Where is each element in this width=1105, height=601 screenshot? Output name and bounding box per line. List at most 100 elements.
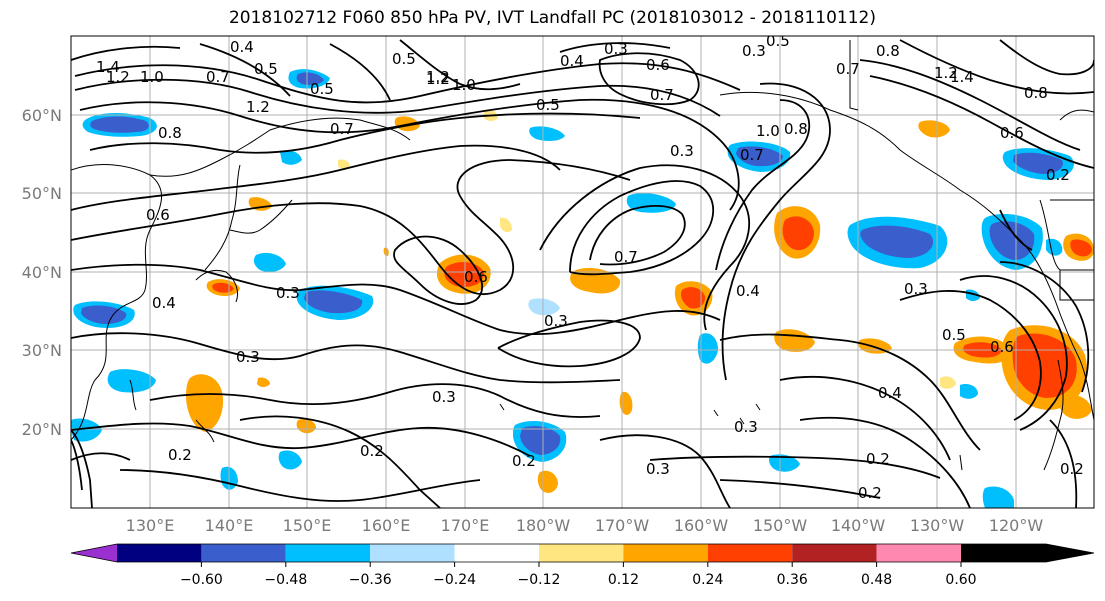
figure-title: 2018102712 F060 850 hPa PV, IVT Landfall… xyxy=(228,8,876,28)
contour-label: 0.8 xyxy=(784,120,808,138)
contour-label: 0.7 xyxy=(740,146,764,164)
lat-label: 40°N xyxy=(22,263,62,282)
lon-label: 160°E xyxy=(362,516,411,535)
contour-label: 0.3 xyxy=(670,142,694,160)
contour-label: 0.5 xyxy=(766,32,790,50)
contour-label: 0.5 xyxy=(536,96,560,114)
contour-label: 1.2 xyxy=(934,64,958,82)
lon-label: 160°W xyxy=(674,516,729,535)
lon-label: 150°W xyxy=(753,516,808,535)
colorbar: −0.60 −0.48 −0.36 −0.24 −0.12 0.12 0.24 … xyxy=(70,543,1095,588)
lat-label: 50°N xyxy=(22,184,62,203)
colorbar-segment xyxy=(876,544,961,562)
contour-label: 0.4 xyxy=(230,38,254,56)
colorbar-tick-label: −0.24 xyxy=(433,572,476,588)
lon-label: 180°W xyxy=(516,516,571,535)
colorbar-outline xyxy=(70,543,1095,563)
lat-label: 20°N xyxy=(22,420,62,439)
contour-label: 0.8 xyxy=(1024,84,1048,102)
contour-label: 0.7 xyxy=(206,68,230,86)
colorbar-tick-label: −0.48 xyxy=(264,572,307,588)
contour-label: 0.4 xyxy=(878,384,902,402)
contour-label: 0.6 xyxy=(990,338,1014,356)
colorbar-tick-label: 0.24 xyxy=(692,572,723,588)
colorbar-segment xyxy=(71,544,117,562)
pv-shading xyxy=(71,69,1094,508)
lat-label: 60°N xyxy=(22,106,62,125)
colorbar-segment xyxy=(201,544,286,562)
contour-label: 0.7 xyxy=(650,86,674,104)
colorbar-segment xyxy=(961,544,1094,562)
lat-label: 30°N xyxy=(22,341,62,360)
contour-label: 1.2 xyxy=(426,70,450,88)
colorbar-segment xyxy=(370,544,455,562)
contour-label: 0.3 xyxy=(742,42,766,60)
map-frame xyxy=(70,35,1095,509)
colorbar-segment xyxy=(792,544,877,562)
longitude-labels: 130°E 140°E 150°E 160°E 170°E 180°W 170°… xyxy=(126,516,1044,535)
colorbar-segment xyxy=(117,544,202,562)
contour-label: 0.2 xyxy=(1046,166,1070,184)
lon-label: 140°W xyxy=(831,516,886,535)
colorbar-tick-label: 0.36 xyxy=(777,572,808,588)
contour-label: 0.8 xyxy=(876,42,900,60)
contour-label: 1.0 xyxy=(140,68,164,86)
contour-label: 1.0 xyxy=(452,76,476,94)
contour-label: 0.2 xyxy=(858,484,882,502)
lon-label: 130°W xyxy=(910,516,965,535)
contour-label: 0.3 xyxy=(236,348,260,366)
lon-label: 130°E xyxy=(126,516,175,535)
contour-label-group: 1.4 1.2 1.0 0.4 0.5 0.7 1.2 0.8 0.5 1.2 … xyxy=(96,32,1084,502)
colorbar-segment xyxy=(285,544,371,562)
contour-label: 0.5 xyxy=(392,50,416,68)
contour-label: 0.2 xyxy=(512,452,536,470)
contour-lines xyxy=(71,39,1094,508)
colorbar-segment xyxy=(454,544,539,562)
contour-label: 0.2 xyxy=(168,446,192,464)
colorbar-tick-label: 0.12 xyxy=(608,572,639,588)
contour-label: 1.4 xyxy=(96,58,120,76)
latitude-labels: 60°N 50°N 40°N 30°N 20°N xyxy=(22,106,62,439)
colorbar-segment xyxy=(539,544,624,562)
contour-label: 1.2 xyxy=(246,98,270,116)
colorbar-tick-label: −0.12 xyxy=(518,572,561,588)
contour-label: 0.6 xyxy=(646,56,670,74)
contour-label: 0.3 xyxy=(276,284,300,302)
contour-label: 0.3 xyxy=(646,460,670,478)
contour-label: 0.5 xyxy=(942,326,966,344)
colorbar-tick-label: 0.48 xyxy=(861,572,892,588)
contour-label: 0.6 xyxy=(464,268,488,286)
graticule xyxy=(71,36,1094,508)
contour-label: 1.2 xyxy=(106,68,130,86)
colorbar-tick-label: 0.60 xyxy=(945,572,976,588)
contour-label: 0.6 xyxy=(146,206,170,224)
colorbar-segment xyxy=(623,544,708,562)
lon-label: 170°E xyxy=(441,516,490,535)
contour-label: 0.2 xyxy=(1060,460,1084,478)
contour-label: 0.4 xyxy=(736,282,760,300)
contour-label: 0.3 xyxy=(904,280,928,298)
contour-label: 0.4 xyxy=(152,294,176,312)
contour-label: 0.3 xyxy=(734,418,758,436)
contour-label: 0.8 xyxy=(158,124,182,142)
colorbar-tick-label: −0.60 xyxy=(180,572,223,588)
contour-label: 1.0 xyxy=(756,122,780,140)
contour-label: 0.3 xyxy=(544,312,568,330)
contour-label: 0.7 xyxy=(330,120,354,138)
lon-label: 140°E xyxy=(205,516,254,535)
lon-label: 170°W xyxy=(595,516,650,535)
contour-label: 0.2 xyxy=(360,442,384,460)
lon-label: 150°E xyxy=(283,516,332,535)
contour-label: 0.7 xyxy=(614,248,638,266)
colorbar-tick-label: −0.36 xyxy=(349,572,392,588)
colorbar-segment xyxy=(707,544,793,562)
contour-label: 0.3 xyxy=(604,40,628,58)
lon-label: 120°W xyxy=(989,516,1044,535)
contour-label: 0.2 xyxy=(866,450,890,468)
contour-label: 0.5 xyxy=(254,60,278,78)
contour-label: 0.6 xyxy=(1000,124,1024,142)
contour-label: 0.7 xyxy=(836,60,860,78)
contour-label: 1.2 xyxy=(426,68,450,86)
coastlines xyxy=(71,40,1094,471)
